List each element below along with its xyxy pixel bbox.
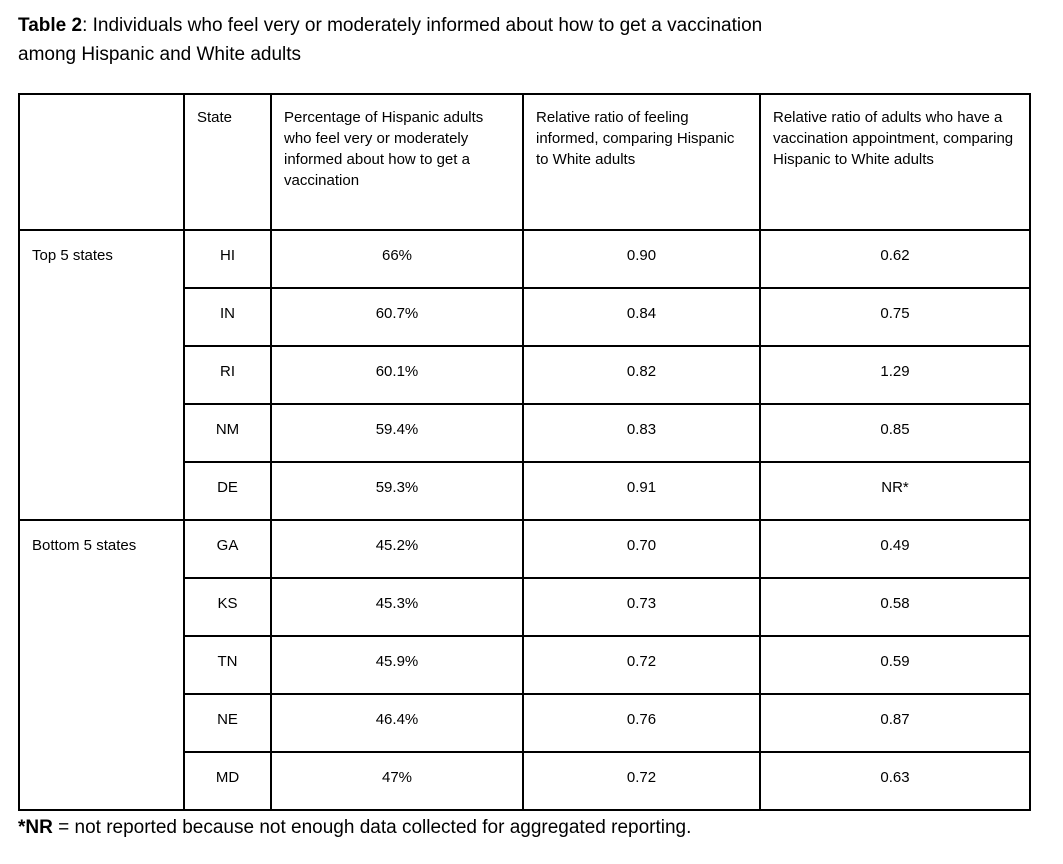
table-row: MD 47% 0.72 0.63 [19,751,1031,811]
table-row: KS 45.3% 0.73 0.58 [19,577,1031,637]
ratio-appointment-cell: 0.85 [759,403,1031,463]
percent-informed-cell: 60.7% [270,287,524,347]
table-title-label: Table 2 [18,15,83,36]
state-cell: HI [183,229,272,289]
state-cell: MD [183,751,272,811]
footnote: *NR = not reported because not enough da… [18,816,1046,840]
header-group-column [18,93,185,231]
state-cell: NM [183,403,272,463]
header-state-column: State [183,93,272,231]
informed-vaccination-table: State Percentage of Hispanic adults who … [18,93,1031,811]
footnote-label: *NR [18,817,53,838]
table-body: Top 5 states HI 66% 0.90 0.62 IN 60.7% 0.84 0.75… [18,229,1031,811]
state-cell: DE [183,461,272,521]
percent-informed-cell: 59.4% [270,403,524,463]
ratio-appointment-cell: 0.59 [759,635,1031,695]
ratio-appointment-cell: 0.49 [759,519,1031,579]
ratio-informed-cell: 0.70 [522,519,761,579]
ratio-informed-cell: 0.76 [522,693,761,753]
table-header: State Percentage of Hispanic adults who … [18,93,1031,231]
ratio-appointment-cell: 0.63 [759,751,1031,811]
header-percent-informed-column: Percentage of Hispanic adults who feel v… [270,93,524,231]
ratio-informed-cell: 0.82 [522,345,761,405]
percent-informed-cell: 66% [270,229,524,289]
ratio-informed-cell: 0.72 [522,635,761,695]
state-cell: RI [183,345,272,405]
ratio-informed-cell: 0.90 [522,229,761,289]
table-title-line2: among Hispanic and White adults [18,44,302,65]
state-cell: NE [183,693,272,753]
percent-informed-cell: 45.3% [270,577,524,637]
ratio-appointment-cell: 0.58 [759,577,1031,637]
ratio-appointment-cell: 0.75 [759,287,1031,347]
state-cell: IN [183,287,272,347]
ratio-informed-cell: 0.84 [522,287,761,347]
table-row: NM 59.4% 0.83 0.85 [19,403,1031,463]
table-row: TN 45.9% 0.72 0.59 [19,635,1031,695]
percent-informed-cell: 45.2% [270,519,524,579]
group-label-cell: Bottom 5 states [18,519,185,811]
table-row: IN 60.7% 0.84 0.75 [19,287,1031,347]
ratio-appointment-cell: NR* [759,461,1031,521]
ratio-informed-cell: 0.73 [522,577,761,637]
table-row: Top 5 states HI 66% 0.90 0.62 [18,229,1031,521]
header-ratio-appointment-column: Relative ratio of adults who have a vacc… [759,93,1031,231]
percent-informed-cell: 45.9% [270,635,524,695]
ratio-appointment-cell: 0.62 [759,229,1031,289]
state-cell: GA [183,519,272,579]
table-row: NE 46.4% 0.76 0.87 [19,693,1031,753]
ratio-informed-cell: 0.91 [522,461,761,521]
table-title-text: : Individuals who feel very or moderatel… [82,15,763,36]
table-row: DE 59.3% 0.91 NR* [19,461,1031,521]
percent-informed-cell: 47% [270,751,524,811]
page: Table 2: Individuals who feel very or mo… [18,11,1046,840]
state-cell: TN [183,635,272,695]
ratio-appointment-cell: 0.87 [759,693,1031,753]
table-row: Bottom 5 states GA 45.2% 0.70 0.49 [18,519,1031,811]
header-ratio-informed-column: Relative ratio of feeling informed, comp… [522,93,761,231]
percent-informed-cell: 60.1% [270,345,524,405]
percent-informed-cell: 46.4% [270,693,524,753]
state-cell: KS [183,577,272,637]
ratio-appointment-cell: 1.29 [759,345,1031,405]
percent-informed-cell: 59.3% [270,461,524,521]
group-label-cell: Top 5 states [18,229,185,521]
header-row: State Percentage of Hispanic adults who … [18,93,1031,231]
footnote-text: = not reported because not enough data c… [52,817,692,838]
table-row: RI 60.1% 0.82 1.29 [19,345,1031,405]
table-title: Table 2: Individuals who feel very or mo… [18,11,1046,69]
ratio-informed-cell: 0.83 [522,403,761,463]
ratio-informed-cell: 0.72 [522,751,761,811]
